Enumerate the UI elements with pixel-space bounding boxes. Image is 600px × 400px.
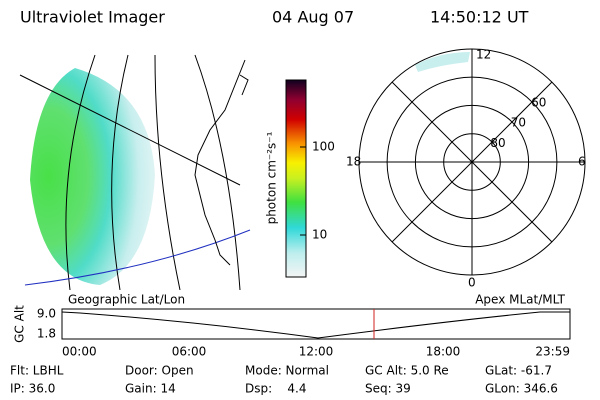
orbit-plot: Geographic Lat/Lon Apex MLat/MLT GC Alt … (13, 293, 571, 359)
x-label: 00:00 (62, 345, 97, 359)
y-label: 1.8 (37, 327, 56, 341)
mlt-label: 0 (468, 276, 476, 290)
title: Ultraviolet Imager (20, 8, 165, 27)
mlt-label: 18 (346, 155, 361, 169)
status-field: Gain: 14 (125, 382, 176, 396)
auroral-image (30, 68, 155, 285)
status-field: GLat: -61.7 (485, 364, 552, 378)
mlt-label: 6 (578, 155, 586, 169)
status-field: Seq: 39 (365, 382, 411, 396)
x-label: 18:00 (426, 345, 461, 359)
date: 04 Aug 07 (272, 8, 354, 27)
mlt-label: 12 (476, 48, 491, 62)
status-field: IP: 36.0 (10, 382, 55, 396)
polar-plot: 60 70 80 12 18 6 0 (346, 48, 586, 290)
status-field: Door: Open (125, 364, 194, 378)
status-field: GLon: 346.6 (485, 382, 558, 396)
time: 14:50:12 UT (430, 8, 529, 27)
orbit-right-label: Apex MLat/MLT (475, 293, 565, 307)
colorbar-scale (285, 79, 307, 278)
status-field: Flt: LBHL (10, 364, 64, 378)
lat-label: 70 (511, 116, 526, 130)
lat-label: 80 (490, 136, 505, 150)
colorbar: photon cm⁻²s⁻¹ 100 10 (265, 79, 335, 278)
status-field: GC Alt: 5.0 Re (365, 364, 449, 378)
colorbar-tick-label: 100 (312, 140, 335, 154)
header: Ultraviolet Imager 04 Aug 07 14:50:12 UT (20, 8, 529, 27)
lat-label: 60 (531, 95, 546, 109)
status-field: Dsp: 4.4 (245, 382, 307, 396)
footer: Flt: LBHL Door: Open Mode: Normal GC Alt: 5… (10, 364, 558, 396)
orbit-left-label: Geographic Lat/Lon (68, 293, 185, 307)
x-label: 06:00 (172, 345, 207, 359)
x-label: 12:00 (299, 345, 334, 359)
colorbar-label: photon cm⁻²s⁻¹ (265, 131, 279, 224)
image-panel (19, 54, 251, 290)
y-label: 9.0 (37, 307, 56, 321)
y-title: GC Alt (13, 305, 27, 343)
colorbar-tick-label: 10 (312, 228, 327, 242)
status-field: Mode: Normal (245, 364, 329, 378)
x-label: 23:59 (535, 345, 570, 359)
